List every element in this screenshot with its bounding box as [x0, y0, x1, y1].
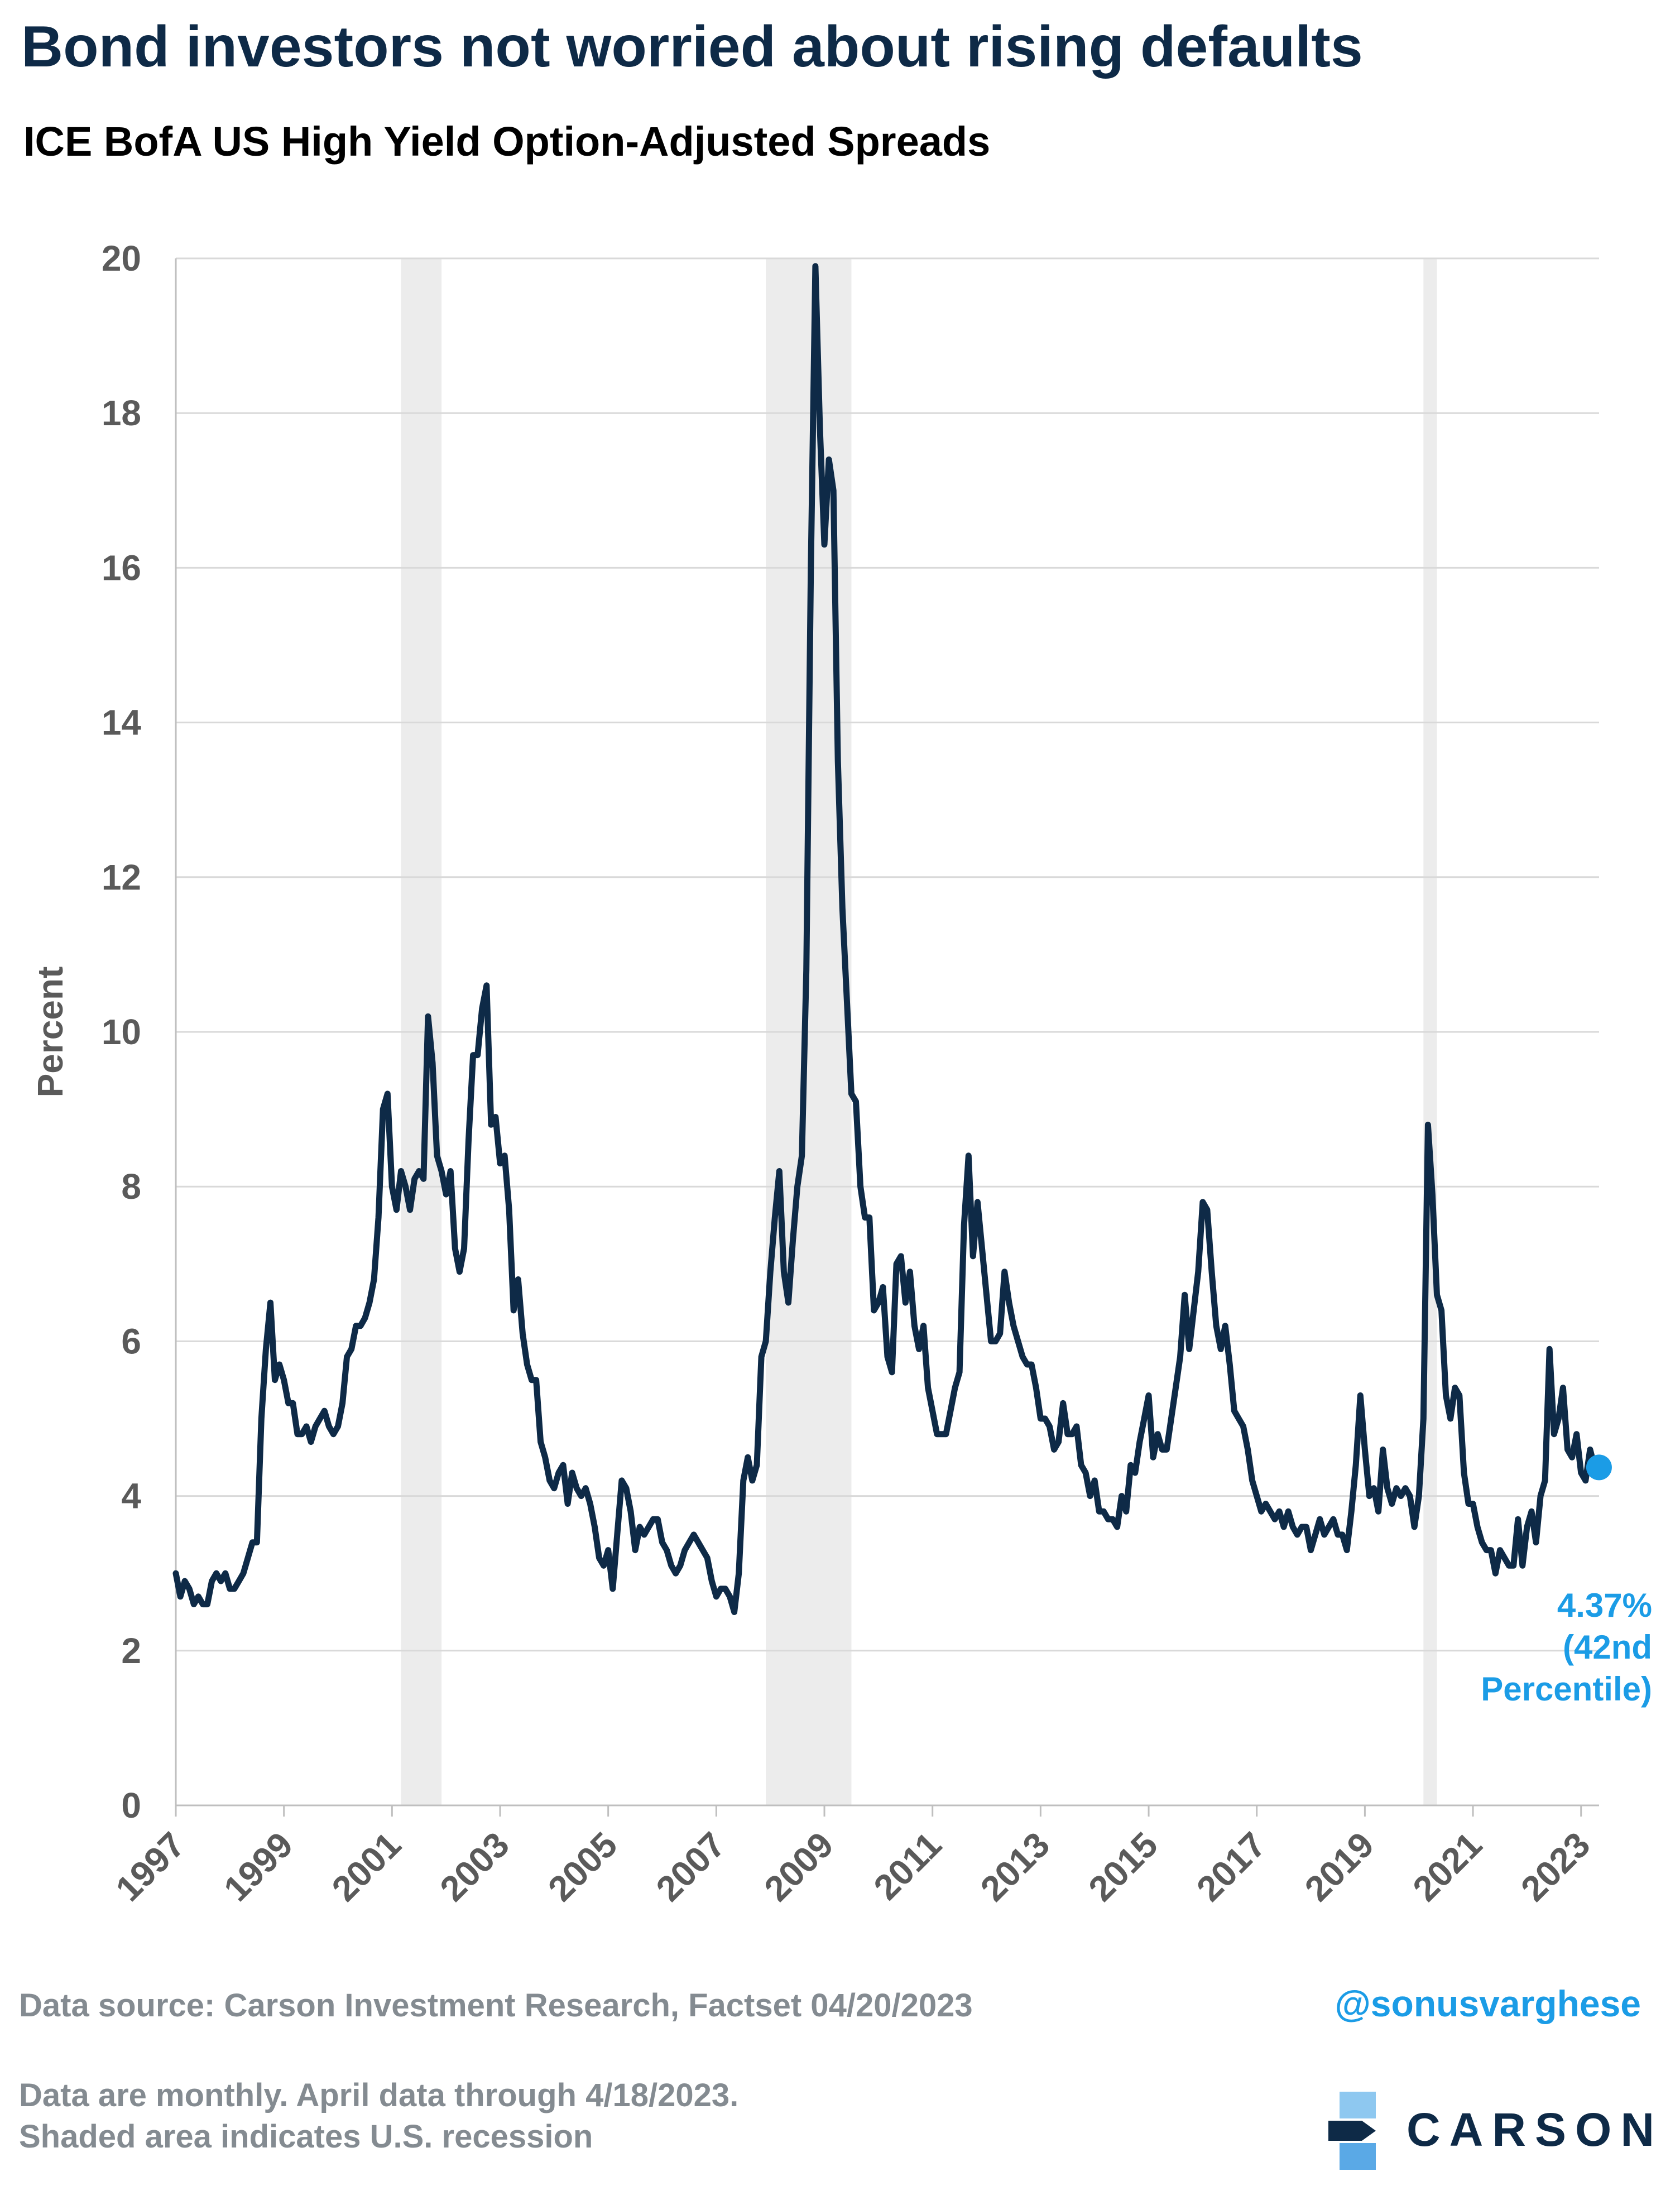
carson-logo-icon: [1328, 2092, 1376, 2170]
x-tick-2015: 2015: [1081, 1824, 1165, 1909]
y-tick-0: 0: [121, 1785, 141, 1825]
x-tick-2003: 2003: [432, 1824, 517, 1909]
chart: 0 2 4 6 8 10 12 14 16 18 20 1997 1999 2001 2003 2005 20…: [30, 238, 1652, 1909]
carson-logo: CARSON: [1323, 2086, 1658, 2175]
gridlines: [176, 257, 1599, 1652]
series-line-0: [172, 263, 1598, 1615]
y-tick-4: 4: [121, 1476, 141, 1516]
note-monthly: Data are monthly. April data through 4/1…: [19, 2077, 739, 2113]
y-tick-14: 14: [102, 703, 142, 743]
y-tick-6: 6: [121, 1321, 141, 1361]
annotation-line-3: Percentile): [1481, 1670, 1652, 1708]
footer-notes: Data are monthly. April data through 4/1…: [19, 2075, 738, 2158]
series-lines: [172, 263, 1598, 1615]
y-tick-2: 2: [121, 1631, 141, 1671]
y-tick-20: 20: [102, 238, 141, 278]
y-tick-18: 18: [102, 393, 141, 433]
x-tick-2005: 2005: [540, 1824, 625, 1909]
y-axis-label: Percent: [30, 967, 70, 1098]
x-tick-2007: 2007: [649, 1824, 733, 1909]
y-tick-12: 12: [102, 857, 141, 897]
x-tick-1999: 1999: [216, 1824, 301, 1909]
annotation-line-2: (42nd: [1563, 1628, 1652, 1666]
y-tick-16: 16: [102, 547, 141, 588]
axes: [175, 258, 1599, 1807]
x-tick-2017: 2017: [1189, 1824, 1274, 1909]
x-tick-2011: 2011: [866, 1824, 949, 1908]
y-tick-10: 10: [102, 1012, 141, 1052]
x-tick-labels: 1997 1999 2001 2003 2005 2007 2009 2011 2013 2015…: [108, 1805, 1598, 1909]
note-recession: Shaded area indicates U.S. recession: [19, 2118, 593, 2155]
x-tick-2021: 2021: [1405, 1824, 1490, 1909]
annotation-line-1: 4.37%: [1557, 1587, 1652, 1624]
y-tick-8: 8: [121, 1166, 141, 1207]
chart-subtitle: ICE BofA US High Yield Option-Adjusted S…: [23, 118, 991, 165]
carson-logo-text: CARSON: [1407, 2103, 1664, 2156]
x-tick-2001: 2001: [324, 1824, 409, 1909]
x-tick-1997: 1997: [108, 1824, 193, 1909]
y-tick-labels: 0 2 4 6 8 10 12 14 16 18 20: [102, 238, 142, 1825]
author-handle: @sonusvarghese: [1335, 1983, 1641, 2024]
last-value-marker: [1586, 1454, 1612, 1481]
x-tick-2023: 2023: [1513, 1824, 1598, 1909]
chart-title: Bond investors not worried about rising …: [21, 15, 1363, 79]
x-tick-2013: 2013: [973, 1824, 1058, 1909]
data-source-note: Data source: Carson Investment Research,…: [19, 1987, 973, 2024]
x-tick-2009: 2009: [756, 1824, 841, 1909]
annotation: 4.37% (42nd Percentile): [1481, 1454, 1652, 1708]
x-tick-2019: 2019: [1297, 1824, 1382, 1909]
